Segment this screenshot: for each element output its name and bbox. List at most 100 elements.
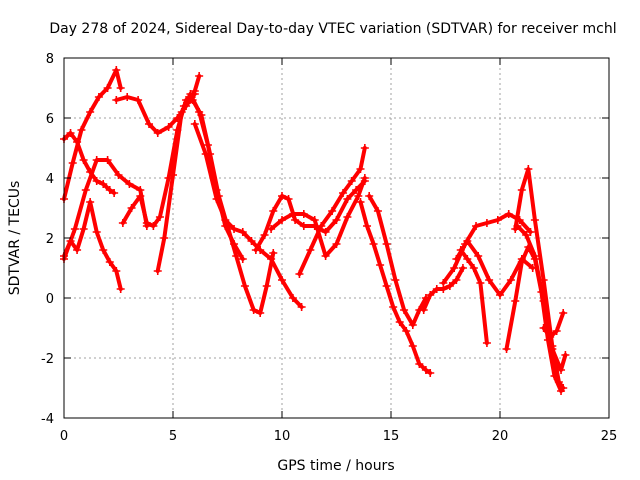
data-point	[356, 165, 365, 173]
data-point	[539, 324, 548, 332]
axis-ticks: 0 5 10 15 20 25 -4 -2 0 2 4 6 8	[41, 52, 617, 444]
y-tick-label: 4	[46, 172, 54, 187]
data-point	[291, 216, 300, 224]
data-point	[164, 123, 173, 131]
data-point	[269, 207, 278, 215]
chart-title: Day 278 of 2024, Sidereal Day-to-day VTE…	[49, 21, 616, 37]
data-point	[232, 252, 241, 260]
data-point	[197, 111, 206, 119]
series-arc-22	[539, 309, 568, 341]
series-arc-9	[190, 120, 306, 311]
data-point	[365, 192, 374, 200]
data-point	[445, 282, 454, 290]
data-point	[278, 216, 286, 224]
data-point	[474, 252, 483, 260]
data-point	[559, 309, 568, 317]
data-point	[373, 207, 382, 215]
data-point	[502, 345, 511, 353]
data-point	[408, 342, 417, 350]
data-point	[278, 276, 286, 284]
data-point	[77, 126, 86, 134]
data-point	[79, 225, 88, 233]
data-point	[297, 303, 306, 311]
data-series	[60, 66, 570, 395]
data-point	[251, 246, 260, 254]
data-point	[134, 96, 143, 104]
data-point	[421, 366, 430, 374]
data-point	[179, 102, 188, 110]
data-point	[332, 240, 341, 248]
data-point	[188, 96, 197, 104]
series-arc-13	[356, 198, 435, 377]
data-point	[240, 282, 249, 290]
x-tick-label: 25	[601, 429, 618, 444]
data-point	[145, 120, 154, 128]
data-point	[354, 192, 363, 200]
data-point	[339, 189, 348, 197]
data-point	[86, 108, 95, 116]
data-point	[402, 327, 411, 335]
y-axis-label: SDTVAR / TECUs	[7, 181, 23, 296]
data-point	[524, 165, 533, 173]
series-line	[62, 200, 123, 291]
data-point	[103, 84, 112, 92]
data-point	[363, 222, 372, 230]
data-point	[419, 306, 428, 314]
data-point	[328, 207, 337, 215]
data-point	[221, 216, 230, 224]
data-point	[504, 210, 513, 218]
data-point	[485, 276, 494, 284]
data-point	[299, 210, 308, 218]
series-arc-21	[513, 222, 570, 374]
series-line	[358, 200, 433, 375]
data-point	[561, 351, 570, 359]
data-point	[92, 177, 101, 185]
data-point	[439, 279, 448, 287]
data-point	[260, 231, 269, 239]
data-point	[86, 198, 95, 206]
data-point	[125, 180, 134, 188]
data-point	[267, 225, 276, 233]
data-point	[426, 291, 435, 299]
data-point	[278, 192, 286, 200]
y-tick-label: 8	[46, 52, 54, 67]
data-point	[415, 360, 424, 368]
data-point	[68, 159, 77, 167]
data-point	[195, 72, 204, 80]
data-point	[112, 96, 121, 104]
data-point	[511, 297, 520, 305]
data-point	[190, 120, 199, 128]
data-point	[548, 345, 557, 353]
data-point	[110, 189, 119, 197]
y-tick-label: 2	[46, 232, 54, 247]
data-point	[557, 366, 566, 374]
x-tick-label: 5	[169, 429, 177, 444]
data-point	[450, 264, 459, 272]
data-point	[530, 252, 539, 260]
data-point	[513, 222, 522, 230]
series-line	[513, 167, 566, 390]
data-point	[552, 327, 561, 335]
data-point	[343, 195, 352, 203]
data-point	[99, 180, 108, 188]
data-point	[452, 276, 461, 284]
data-point	[284, 195, 293, 203]
data-point	[105, 258, 114, 266]
data-point	[288, 294, 297, 302]
series-line	[181, 98, 276, 315]
data-point	[408, 321, 417, 329]
x-tick-label: 20	[492, 429, 509, 444]
data-point	[472, 222, 481, 230]
data-point	[256, 309, 265, 317]
series-line	[269, 176, 367, 258]
data-point	[238, 255, 247, 263]
data-point	[153, 267, 162, 275]
data-point	[463, 255, 472, 263]
data-point	[360, 144, 369, 152]
data-point	[79, 156, 88, 164]
data-point	[186, 90, 195, 98]
data-point	[382, 282, 391, 290]
data-point	[299, 222, 308, 230]
data-point	[249, 306, 258, 314]
y-tick-label: -2	[41, 352, 54, 367]
